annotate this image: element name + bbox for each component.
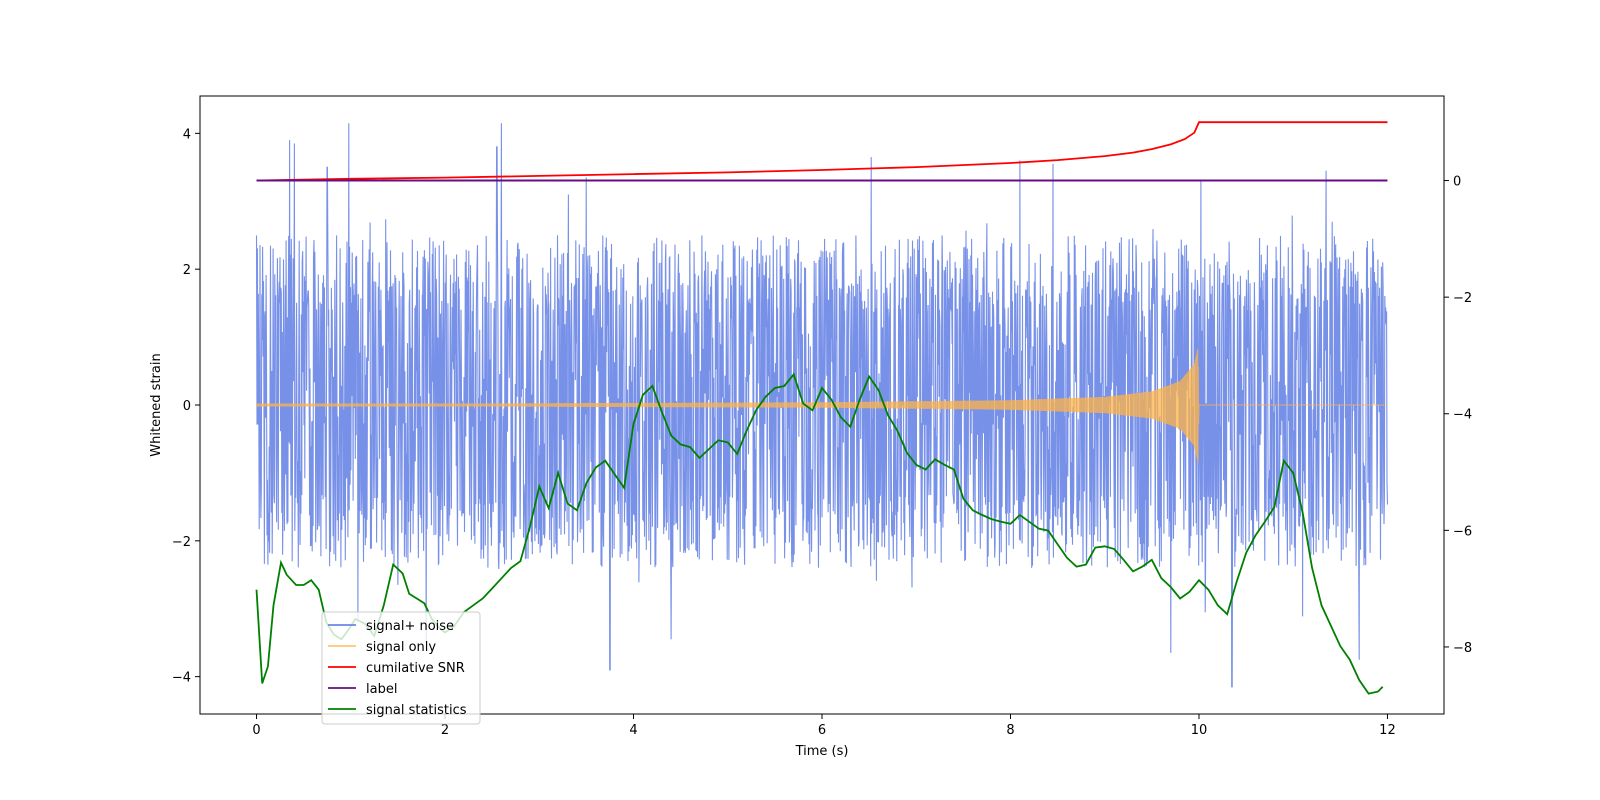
legend-label: signal statistics (366, 703, 467, 718)
series-signal-statistics-line (255, 372, 1384, 695)
y2-tick-label: 0 (1453, 175, 1461, 190)
series-signal-only-line (255, 348, 1388, 463)
legend-label: signal+ noise (366, 619, 454, 634)
series-signal-noise-line (255, 123, 1389, 688)
y2-tick-label: −8 (1453, 641, 1472, 656)
y2-tick-label: −2 (1453, 291, 1472, 306)
legend-label: cumilative SNR (366, 661, 465, 676)
legend-box (321, 611, 481, 725)
y-tick-label: 0 (183, 399, 191, 414)
x-tick-label: 4 (629, 723, 637, 738)
x-tick-label: 6 (818, 723, 826, 738)
y-tick-label: −4 (172, 671, 191, 686)
x-axis-label: Time (s) (795, 744, 849, 759)
y-tick-label: 4 (183, 127, 191, 142)
y2-tick-label: −4 (1453, 408, 1472, 423)
y-tick-label: −2 (172, 535, 191, 550)
x-tick-label: 8 (1006, 723, 1014, 738)
legend-label: label (366, 682, 397, 697)
series-cumulative-snr-line (256, 121, 1388, 182)
x-tick-label: 10 (1191, 723, 1208, 738)
x-tick-label: 0 (252, 723, 260, 738)
legend-label: signal only (366, 640, 436, 655)
legend: signal+ noise signal only cumilative SNR la… (321, 611, 481, 725)
x-tick-label: 2 (441, 723, 449, 738)
y-tick-label: 2 (183, 263, 191, 278)
y-axis-label: Whitened strain (149, 353, 164, 456)
y2-tick-label: −6 (1453, 524, 1472, 539)
x-tick-label: 12 (1379, 723, 1396, 738)
